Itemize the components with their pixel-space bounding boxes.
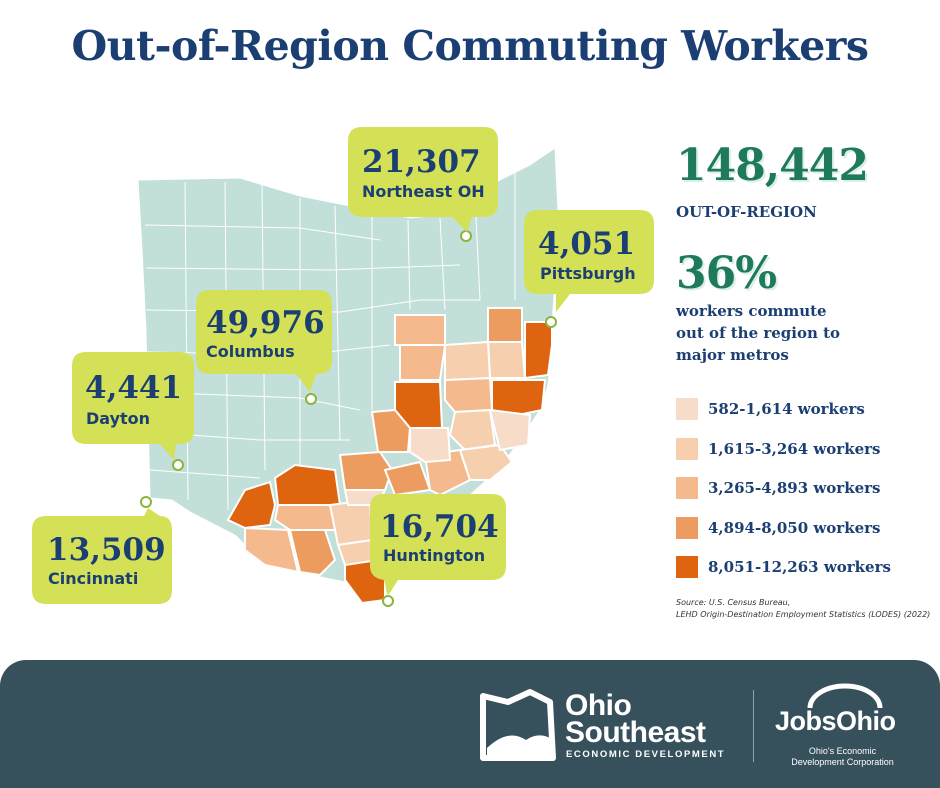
- county-med: [487, 307, 523, 343]
- jobsohio-tagline: Ohio's Economic Development Corporation: [770, 746, 915, 768]
- legend-swatch: [676, 556, 698, 578]
- county-pale: [458, 443, 514, 481]
- county-dark: [524, 321, 553, 380]
- county-pale: [486, 341, 527, 379]
- jobsohio-tagline-line: Development Corporation: [791, 757, 894, 767]
- dayton-marker: [172, 459, 184, 471]
- legend: 582-1,614 workers 1,615-3,264 workers 3,…: [676, 398, 891, 596]
- legend-label: 1,615-3,264 workers: [708, 439, 881, 458]
- callout-label: Pittsburgh: [540, 264, 636, 283]
- callout-value: 4,051: [538, 226, 635, 262]
- legend-item: 8,051-12,263 workers: [676, 556, 891, 578]
- legend-swatch: [676, 477, 698, 499]
- ohio-southeast-name-line: Ohio: [565, 689, 632, 722]
- jobsohio-arc-icon: [807, 683, 883, 709]
- footer-bar: [0, 660, 940, 788]
- legend-item: 1,615-3,264 workers: [676, 437, 891, 460]
- county-lines: [144, 172, 516, 511]
- jobsohio-name: JobsOhio: [775, 706, 896, 736]
- percent-description: workers commute out of the region to maj…: [676, 300, 840, 366]
- callout-label: Huntington: [383, 546, 485, 565]
- legend-label: 8,051-12,263 workers: [708, 558, 891, 576]
- percent-value: 36%: [676, 248, 777, 299]
- county-shading: [226, 307, 553, 605]
- legend-item: 582-1,614 workers: [676, 398, 891, 420]
- county-dark: [491, 379, 547, 417]
- legend-swatch: [676, 437, 698, 460]
- county-pale: [444, 340, 492, 382]
- ohio-southeast-logo-icon: [480, 689, 556, 761]
- callout-label: Northeast OH: [362, 182, 485, 201]
- county-light: [244, 526, 300, 574]
- pittsburgh-marker: [545, 316, 557, 328]
- county-palest: [409, 427, 452, 464]
- county-palest: [488, 408, 532, 452]
- legend-label: 582-1,614 workers: [708, 400, 865, 418]
- callout-value: 16,704: [380, 509, 499, 545]
- callout-value: 49,976: [206, 305, 325, 341]
- source-note: Source: U.S. Census Bureau, LEHD Origin-…: [676, 597, 930, 621]
- callout-value: 4,441: [85, 370, 182, 406]
- callout-pittsburgh: 4,051 Pittsburgh: [524, 210, 654, 312]
- callout-value: 13,509: [47, 532, 166, 568]
- ohio-southeast-name-line: Southeast: [565, 716, 706, 749]
- callout-label: Dayton: [86, 409, 150, 428]
- county-med: [338, 450, 394, 491]
- footer-divider: [753, 690, 754, 762]
- legend-label: 3,265-4,893 workers: [708, 479, 881, 497]
- legend-item: 3,265-4,893 workers: [676, 477, 891, 499]
- jobsohio-tagline-line: Ohio's Economic: [808, 746, 877, 756]
- source-line: LEHD Origin-Destination Employment Stati…: [676, 610, 931, 619]
- huntington-marker: [382, 595, 394, 607]
- legend-swatch: [676, 398, 698, 420]
- percent-line: workers commute: [676, 302, 827, 320]
- callout-northeast-oh: 21,307 Northeast OH: [348, 127, 498, 232]
- percent-line: major metros: [676, 346, 789, 364]
- legend-swatch: [676, 516, 698, 539]
- county-dark: [273, 463, 342, 506]
- callout-cincinnati: 13,509 Cincinnati: [32, 508, 172, 604]
- total-commuters-label: OUT-OF-REGION: [676, 203, 817, 221]
- ohio-map: 21,307 Northeast OH 4,051 Pittsburgh 49,…: [32, 127, 654, 607]
- percent-line: out of the region to: [676, 324, 841, 342]
- metro-markers: [140, 230, 557, 607]
- columbus-marker: [305, 393, 317, 405]
- source-line: Source: U.S. Census Bureau,: [676, 598, 791, 607]
- callout-columbus: 49,976 Columbus: [196, 290, 332, 392]
- county-light: [399, 344, 447, 381]
- page-title: Out-of-Region Commuting Workers: [71, 22, 870, 70]
- legend-label: 4,894-8,050 workers: [708, 518, 881, 537]
- ohio-southeast-tagline: ECONOMIC DEVELOPMENT: [566, 749, 726, 760]
- legend-item: 4,894-8,050 workers: [676, 516, 891, 539]
- callout-value: 21,307: [362, 144, 481, 180]
- callout-label: Columbus: [206, 342, 295, 361]
- callout-label: Cincinnati: [48, 569, 138, 588]
- callout-dayton: 4,441 Dayton: [72, 352, 194, 460]
- total-commuters-value: 148,442: [676, 140, 869, 191]
- cincinnati-marker: [140, 496, 152, 508]
- callout-huntington: 16,704 Huntington: [370, 494, 506, 596]
- northeast-oh-marker: [460, 230, 472, 242]
- county-light: [444, 376, 494, 414]
- county-light: [394, 314, 446, 346]
- ohio-southeast-name: Ohio Southeast: [565, 689, 706, 749]
- county-pale: [328, 498, 374, 547]
